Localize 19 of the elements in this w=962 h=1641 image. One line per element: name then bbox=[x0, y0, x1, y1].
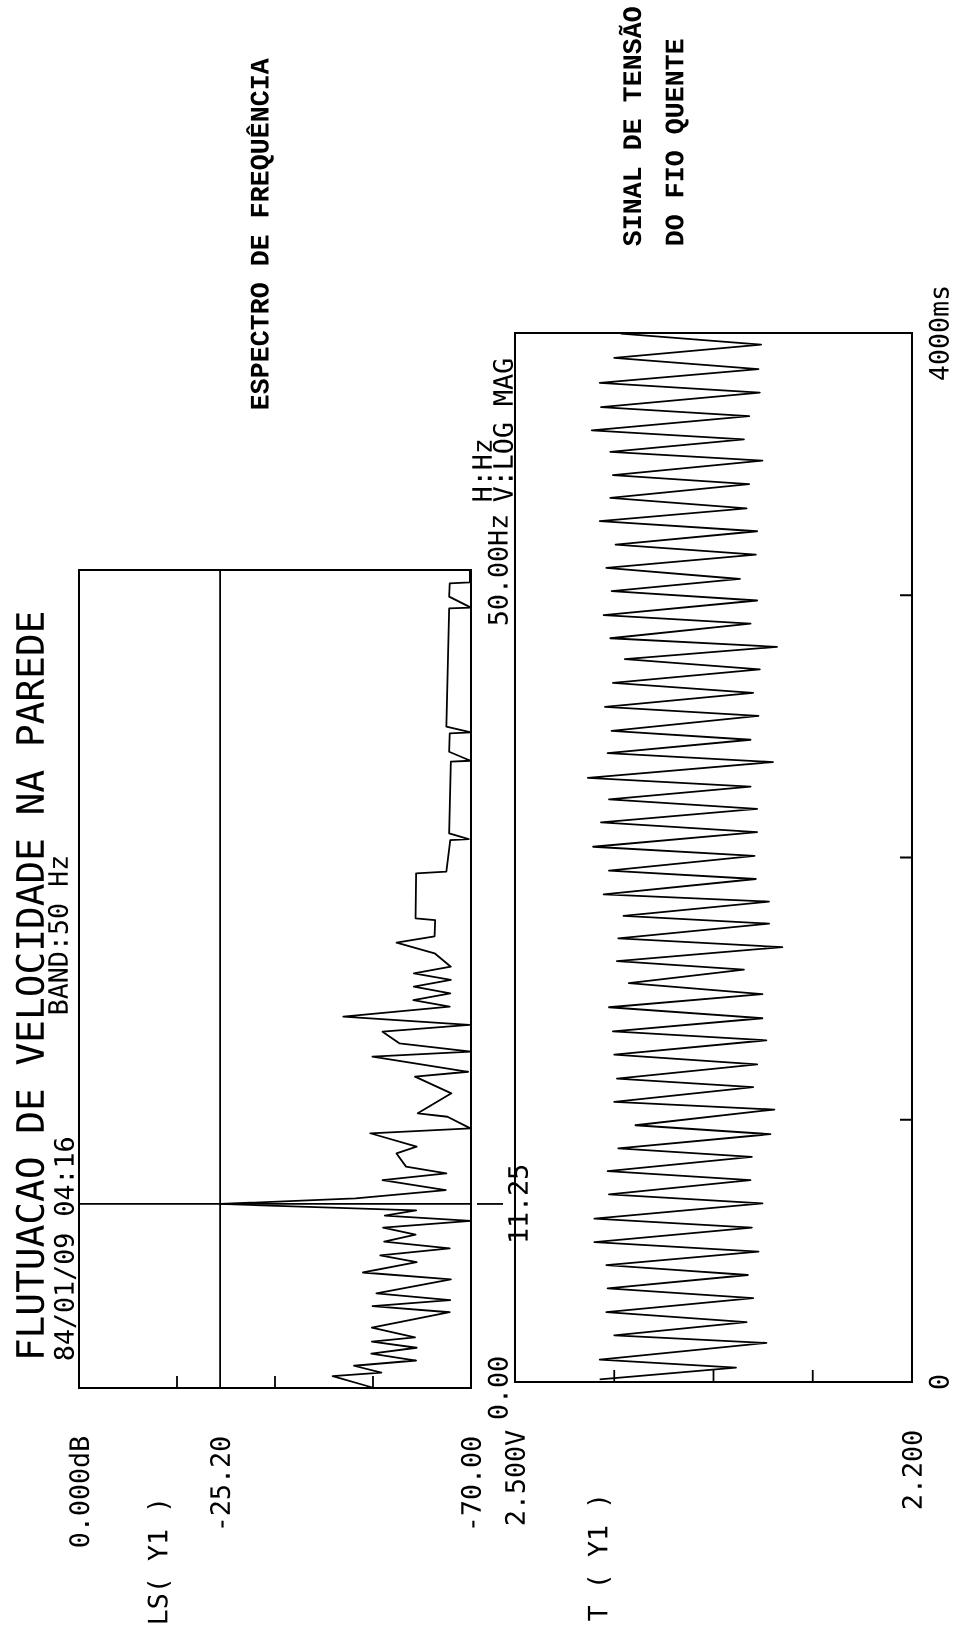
text: T ( Y1 ) bbox=[587, 1498, 611, 1621]
x-tick-label: 2.200 bbox=[901, 1431, 923, 1509]
text: 84/01/09 04:16 bbox=[53, 1138, 77, 1360]
text: LS( Y1 ) bbox=[147, 1502, 171, 1623]
y-tick-label: 50.00Hz bbox=[487, 516, 508, 625]
x-tick-label: 0.000dB bbox=[68, 1437, 90, 1547]
text: ESPECTRO DE FREQUÊNCIA bbox=[246, 58, 274, 409]
text: FLUTUACAO DE VELOCIDADE NA PAREDE bbox=[15, 613, 45, 1357]
text: H:Hz bbox=[472, 440, 492, 501]
y-tick-label: 0 bbox=[928, 1375, 949, 1389]
x-tick-label: 2.500V bbox=[504, 1430, 526, 1525]
text: DO FIO QUENTE bbox=[665, 39, 689, 245]
x-tick-label: -70.00 bbox=[460, 1437, 482, 1528]
text: SINAL DE TENSÃO bbox=[618, 7, 642, 246]
ref-line-label: -25.20 bbox=[210, 1437, 231, 1528]
y-tick-label: 4000ms bbox=[928, 287, 949, 380]
text: BAND:50 Hz bbox=[47, 857, 69, 1014]
text: V:LOG MAG bbox=[492, 359, 514, 502]
y-tick-label: 0.00 bbox=[487, 1357, 508, 1419]
